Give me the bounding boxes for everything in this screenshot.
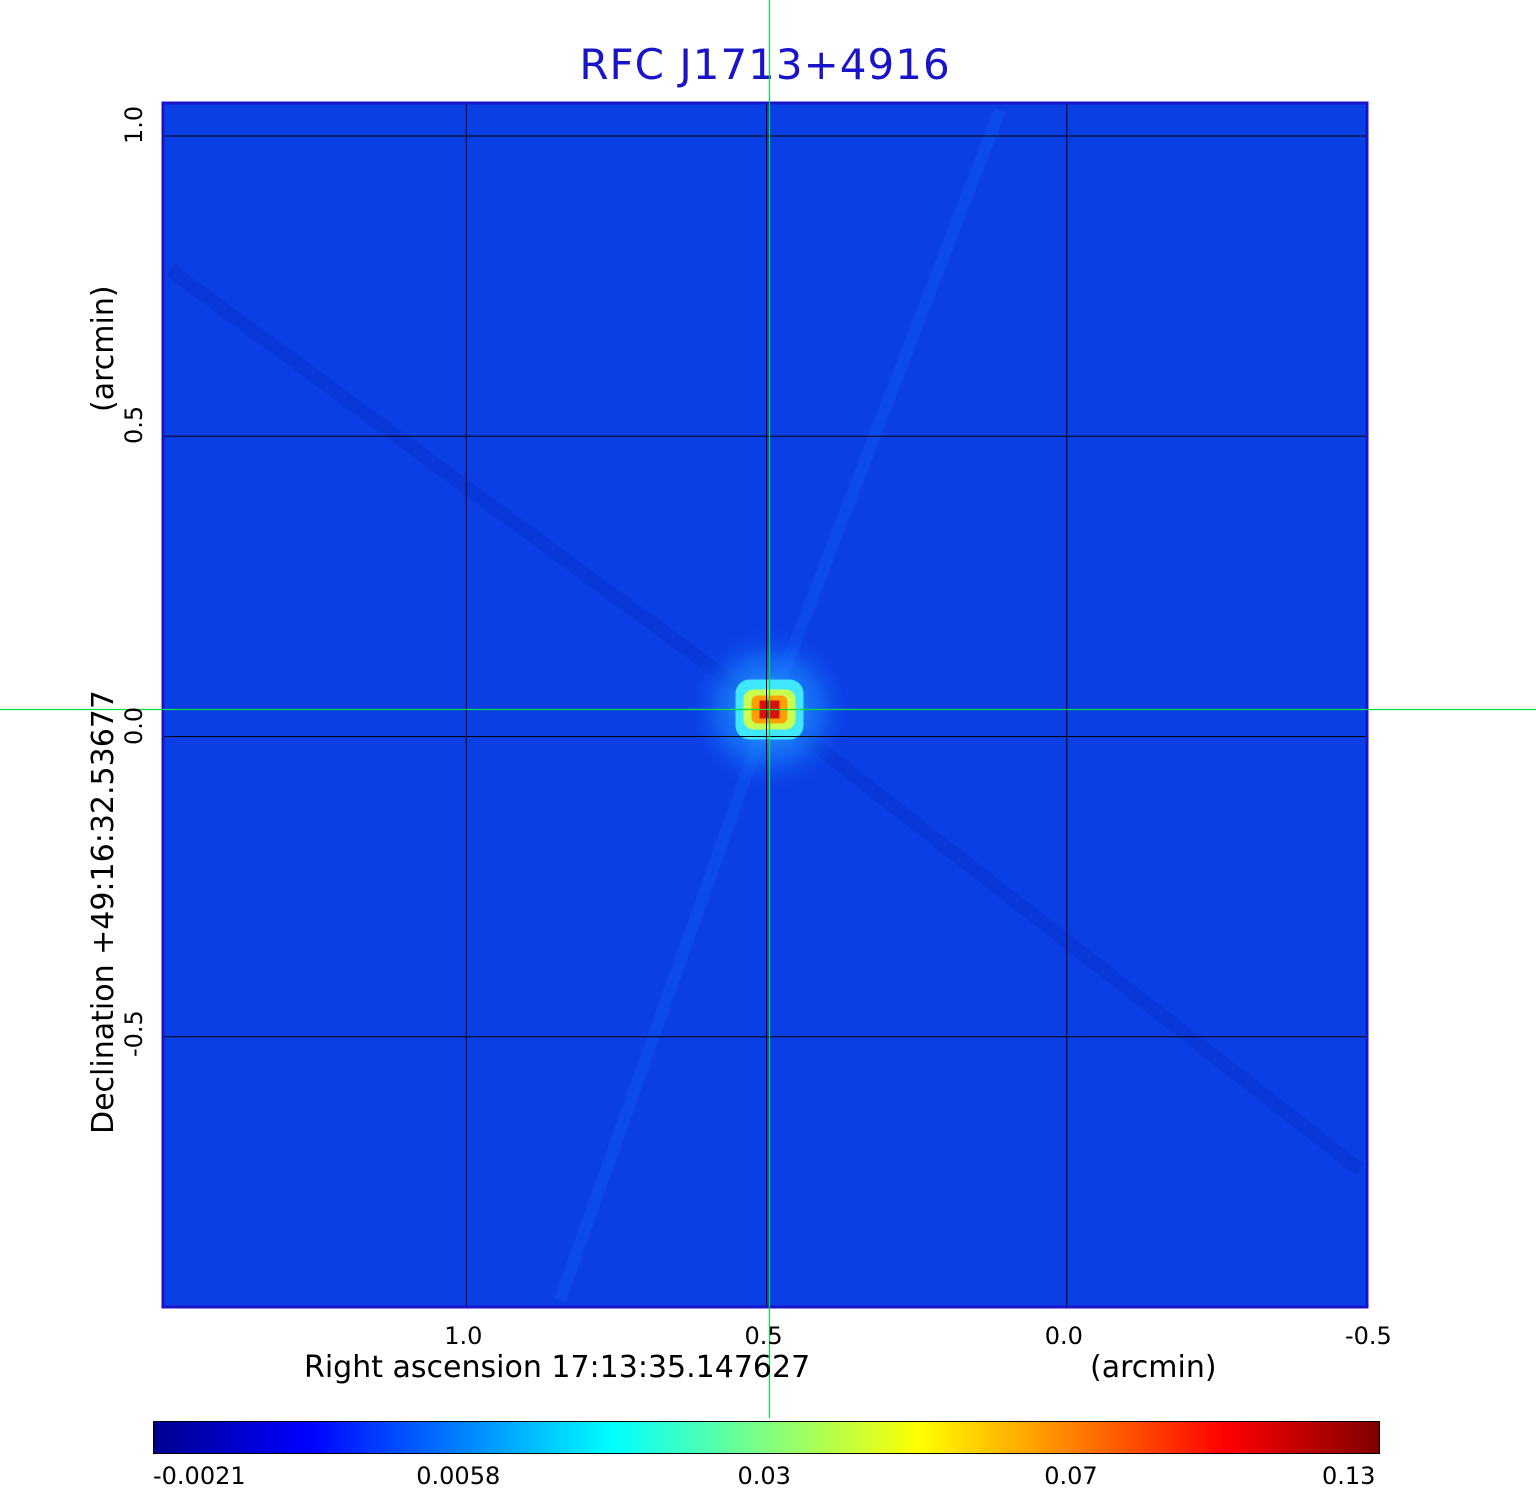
sidelobe-streaks — [165, 107, 1365, 1303]
y-tick-label: -0.5 — [120, 1009, 148, 1057]
x-tick-label: 1.0 — [444, 1322, 483, 1350]
colorbar-label: 0.03 — [737, 1462, 791, 1490]
streak — [165, 264, 774, 716]
chart-title: RFC J1713+4916 — [579, 40, 951, 89]
streak — [765, 703, 1365, 1176]
colorbar — [153, 1421, 1380, 1454]
x-axis-unit: (arcmin) — [1090, 1350, 1217, 1385]
colorbar-label: 0.07 — [1044, 1462, 1098, 1490]
y-axis-unit: (arcmin) — [86, 285, 121, 412]
x-tick-label: 0.5 — [744, 1322, 783, 1350]
colorbar-label: -0.0021 — [153, 1462, 246, 1490]
y-tick-label: 1.0 — [120, 105, 148, 145]
plot-frame — [161, 101, 1369, 1309]
x-axis-label: Right ascension 17:13:35.147627 — [304, 1350, 811, 1385]
streak — [763, 107, 1006, 712]
grid-lines — [163, 103, 1367, 1307]
x-tick-label: -0.5 — [1345, 1322, 1392, 1350]
y-tick-label: 0.5 — [120, 406, 148, 445]
colorbar-label: 0.13 — [1322, 1462, 1376, 1490]
colorbar-label: 0.0058 — [416, 1462, 501, 1490]
y-tick-label: 0.0 — [120, 706, 148, 745]
crosshair — [0, 0, 1536, 1418]
x-tick-label: 0.0 — [1044, 1322, 1083, 1350]
y-axis-label: Declination +49:16:32.53677 — [86, 690, 121, 1134]
streak — [554, 707, 776, 1303]
